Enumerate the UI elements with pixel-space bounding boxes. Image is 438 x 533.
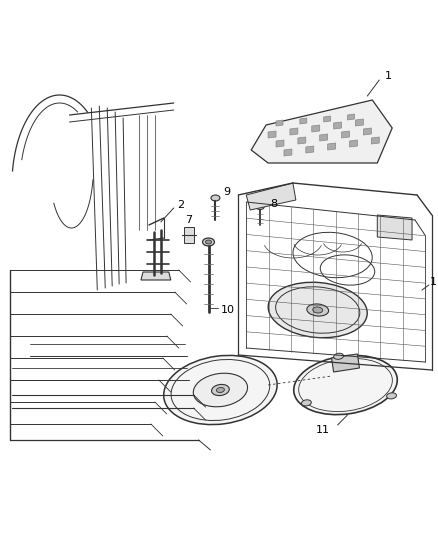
Ellipse shape (256, 205, 264, 209)
Ellipse shape (216, 387, 224, 392)
Polygon shape (364, 128, 371, 135)
Polygon shape (347, 114, 354, 120)
Polygon shape (300, 118, 307, 124)
Polygon shape (290, 128, 298, 135)
Text: 1: 1 (430, 277, 437, 287)
Ellipse shape (164, 356, 277, 425)
Polygon shape (284, 149, 292, 156)
Text: 11: 11 (316, 425, 330, 435)
Ellipse shape (205, 240, 212, 244)
Text: 1: 1 (385, 71, 392, 81)
Polygon shape (324, 116, 331, 122)
Polygon shape (298, 137, 306, 144)
Ellipse shape (202, 238, 215, 246)
Text: 2: 2 (177, 200, 184, 210)
Ellipse shape (334, 353, 343, 359)
Polygon shape (246, 183, 296, 210)
Polygon shape (377, 215, 412, 240)
Ellipse shape (268, 282, 367, 338)
Polygon shape (312, 125, 320, 132)
Text: 10: 10 (220, 305, 234, 315)
Polygon shape (328, 143, 336, 150)
Polygon shape (251, 100, 392, 163)
Ellipse shape (313, 307, 323, 313)
Text: 8: 8 (270, 199, 277, 209)
Ellipse shape (387, 393, 396, 399)
Text: 9: 9 (223, 187, 230, 197)
Ellipse shape (307, 304, 328, 316)
Ellipse shape (294, 356, 397, 415)
Polygon shape (334, 122, 342, 129)
Polygon shape (141, 272, 171, 280)
Polygon shape (350, 140, 357, 147)
Polygon shape (276, 140, 284, 147)
Ellipse shape (301, 400, 311, 406)
Polygon shape (371, 137, 379, 144)
Polygon shape (268, 131, 276, 138)
Polygon shape (276, 120, 283, 126)
Ellipse shape (211, 195, 220, 201)
Ellipse shape (212, 384, 230, 395)
Polygon shape (342, 131, 350, 138)
Polygon shape (184, 227, 194, 243)
Polygon shape (320, 134, 328, 141)
Polygon shape (332, 354, 360, 372)
Text: 7: 7 (185, 215, 192, 225)
Ellipse shape (193, 373, 247, 407)
Polygon shape (306, 146, 314, 153)
Polygon shape (356, 119, 364, 126)
